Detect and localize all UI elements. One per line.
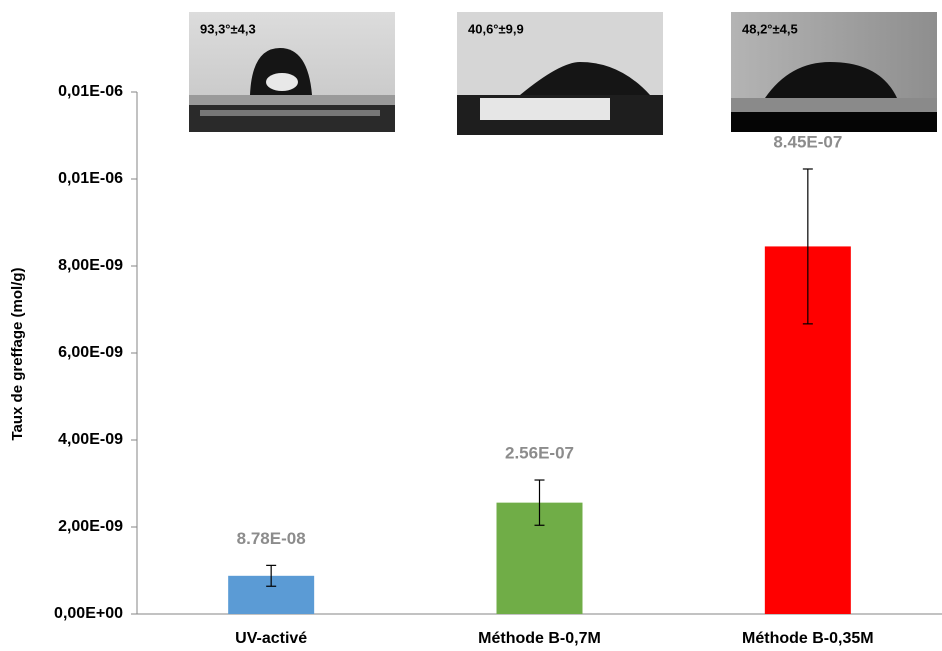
annotation: 48,2°±4,5 [742, 21, 798, 36]
photo-1 [189, 12, 395, 132]
y-tick-label: 2,00E-09 [58, 518, 123, 535]
annotation: 40,6°±9,9 [468, 21, 524, 36]
value-label: 8.78E-08 [237, 529, 306, 548]
y-tick-label: 0,01E-06 [58, 170, 123, 187]
y-tick-label: 0,00E+00 [54, 605, 123, 622]
y-tick-label: 8,00E-09 [58, 257, 123, 274]
x-tick-label: Méthode B-0,7M [478, 630, 601, 647]
y-tick-label: 6,00E-09 [58, 344, 123, 361]
y-axis-title: Taux de greffage (mol/g) [9, 267, 26, 440]
y-tick-label: 0,01E-06 [58, 83, 123, 100]
x-tick-label: UV-activé [235, 630, 307, 647]
annotation: 93,3°±4,3 [200, 21, 256, 36]
photo-3 [731, 12, 937, 132]
x-tick-label: Méthode B-0,35M [742, 630, 874, 647]
photo-2 [457, 12, 663, 135]
value-label: 8.45E-07 [773, 132, 842, 151]
y-tick-label: 4,00E-09 [58, 431, 123, 448]
value-label: 2.56E-07 [505, 444, 574, 463]
